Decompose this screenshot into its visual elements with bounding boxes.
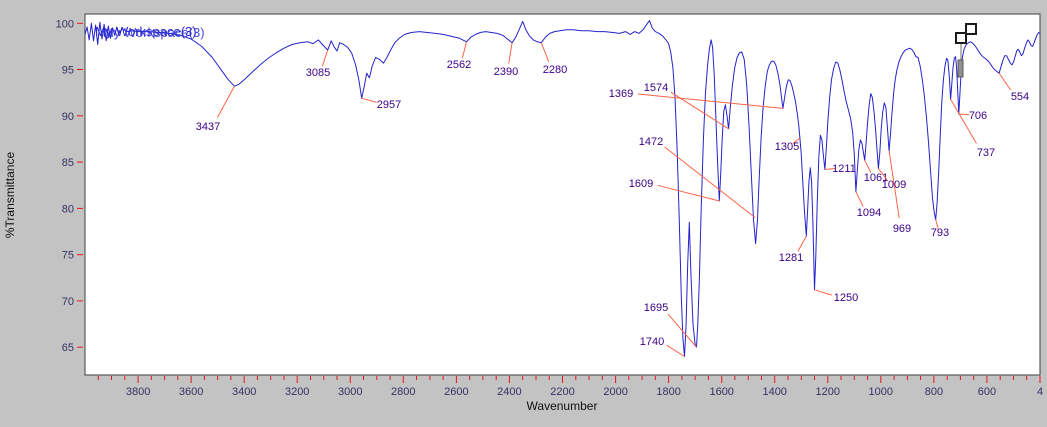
x-tick-label: 1400 bbox=[762, 386, 786, 398]
peak-leader-line bbox=[667, 313, 697, 348]
peak-leader-line bbox=[888, 150, 900, 218]
peak-leader-line bbox=[461, 41, 467, 59]
peak-label[interactable]: 737 bbox=[977, 147, 995, 159]
selection-handles-icon[interactable] bbox=[955, 23, 977, 78]
x-tick-label: 800 bbox=[925, 386, 943, 398]
peak-label[interactable]: 2957 bbox=[377, 99, 401, 111]
x-tick-label: 1200 bbox=[816, 386, 840, 398]
peak-label[interactable]: 1211 bbox=[832, 163, 856, 175]
x-tick-label: 2400 bbox=[497, 386, 521, 398]
x-axis-title: Wavenumber bbox=[527, 399, 598, 413]
x-tick-label: 600 bbox=[978, 386, 996, 398]
watermark-text: My Workspace(3) bbox=[95, 24, 197, 39]
x-tick-label: 2800 bbox=[391, 386, 415, 398]
peak-leader-line bbox=[664, 146, 756, 218]
peak-leader-line bbox=[792, 137, 801, 145]
peak-leader-line bbox=[855, 191, 864, 207]
selection-handle[interactable] bbox=[955, 32, 967, 44]
peak-leader-line bbox=[878, 168, 888, 181]
peak-leader-line bbox=[797, 235, 807, 252]
peak-leader-line bbox=[657, 184, 720, 202]
x-tick-label: 1600 bbox=[709, 386, 733, 398]
watermark-text-ghost: My Workspace(3) bbox=[103, 25, 205, 40]
peak-label[interactable]: 1472 bbox=[639, 136, 663, 148]
peak-leader-line bbox=[216, 85, 235, 118]
y-tick-label: 65 bbox=[62, 342, 74, 354]
y-tick-label: 70 bbox=[62, 296, 74, 308]
peak-annotations-layer: 3437 3085 2957 2562 2390 2280 1740 1695 1609 1574… bbox=[196, 41, 1029, 357]
peak-label[interactable]: 2562 bbox=[447, 59, 471, 71]
y-tick-label: 80 bbox=[62, 203, 74, 215]
peak-leader-line bbox=[864, 160, 872, 173]
y-tick-label: 85 bbox=[62, 157, 74, 169]
peak-leader-line bbox=[998, 72, 1012, 91]
peak-leader-line bbox=[814, 289, 832, 296]
peak-label[interactable]: 1250 bbox=[834, 292, 858, 304]
peak-label[interactable]: 1574 bbox=[644, 82, 668, 94]
peak-leader-line bbox=[666, 344, 685, 357]
peak-leader-line bbox=[540, 42, 550, 63]
selection-handle[interactable] bbox=[965, 23, 977, 35]
peak-label[interactable]: 1740 bbox=[640, 336, 664, 348]
peak-label[interactable]: 1061 bbox=[864, 172, 888, 184]
x-tick-label: 2000 bbox=[603, 386, 627, 398]
x-tick-label: 1800 bbox=[656, 386, 680, 398]
peak-label[interactable]: 706 bbox=[969, 110, 987, 122]
peak-label[interactable]: 554 bbox=[1011, 91, 1029, 103]
peak-label[interactable]: 1609 bbox=[629, 178, 653, 190]
x-tick-label: 3000 bbox=[338, 386, 362, 398]
y-axis-title: %Transmittance bbox=[3, 152, 17, 239]
spectrum-layer bbox=[84, 20, 1041, 357]
y-tick-label: 100 bbox=[56, 18, 74, 30]
peak-leader-line bbox=[508, 42, 513, 64]
peak-leader-line bbox=[958, 113, 970, 116]
peak-label[interactable]: 1281 bbox=[779, 252, 803, 264]
y-tick-label: 95 bbox=[62, 65, 74, 77]
x-tick-label: 3200 bbox=[285, 386, 309, 398]
plot-area bbox=[84, 13, 1041, 376]
x-tick-label: 3800 bbox=[126, 386, 150, 398]
x-tick-label: 3600 bbox=[179, 386, 203, 398]
spectrum-line bbox=[84, 20, 1041, 357]
peak-label[interactable]: 1094 bbox=[857, 207, 881, 219]
peak-leader-line bbox=[950, 98, 977, 144]
peak-label[interactable]: 2280 bbox=[543, 64, 567, 76]
peak-label[interactable]: 3085 bbox=[306, 67, 330, 79]
x-tick-label: 4 bbox=[1037, 386, 1043, 398]
y-tick-label: 90 bbox=[62, 111, 74, 123]
x-tick-label: 3400 bbox=[232, 386, 256, 398]
peak-leader-line bbox=[935, 219, 939, 229]
peak-label[interactable]: 1305 bbox=[775, 141, 799, 153]
peak-label[interactable]: 1695 bbox=[644, 302, 668, 314]
peak-leader-line bbox=[637, 93, 783, 109]
peak-label[interactable]: 3437 bbox=[196, 121, 220, 133]
selection-handle-bar[interactable] bbox=[957, 59, 964, 78]
y-tick-label: 75 bbox=[62, 250, 74, 262]
peak-leader-line bbox=[824, 167, 836, 170]
peak-label[interactable]: 1369 bbox=[609, 88, 633, 100]
axis-ticks-layer: 3800 3600 3400 3200 3000 2800 2600 2400 2200 2000… bbox=[56, 18, 1043, 398]
peak-leader-line bbox=[321, 49, 329, 67]
x-tick-label: 1000 bbox=[869, 386, 893, 398]
x-tick-label: 2600 bbox=[444, 386, 468, 398]
peak-label[interactable]: 2390 bbox=[494, 66, 518, 78]
peak-label[interactable]: 969 bbox=[893, 223, 911, 235]
x-tick-label: 2200 bbox=[550, 386, 574, 398]
peak-leader-line bbox=[361, 97, 377, 103]
peak-label[interactable]: 793 bbox=[931, 227, 949, 239]
